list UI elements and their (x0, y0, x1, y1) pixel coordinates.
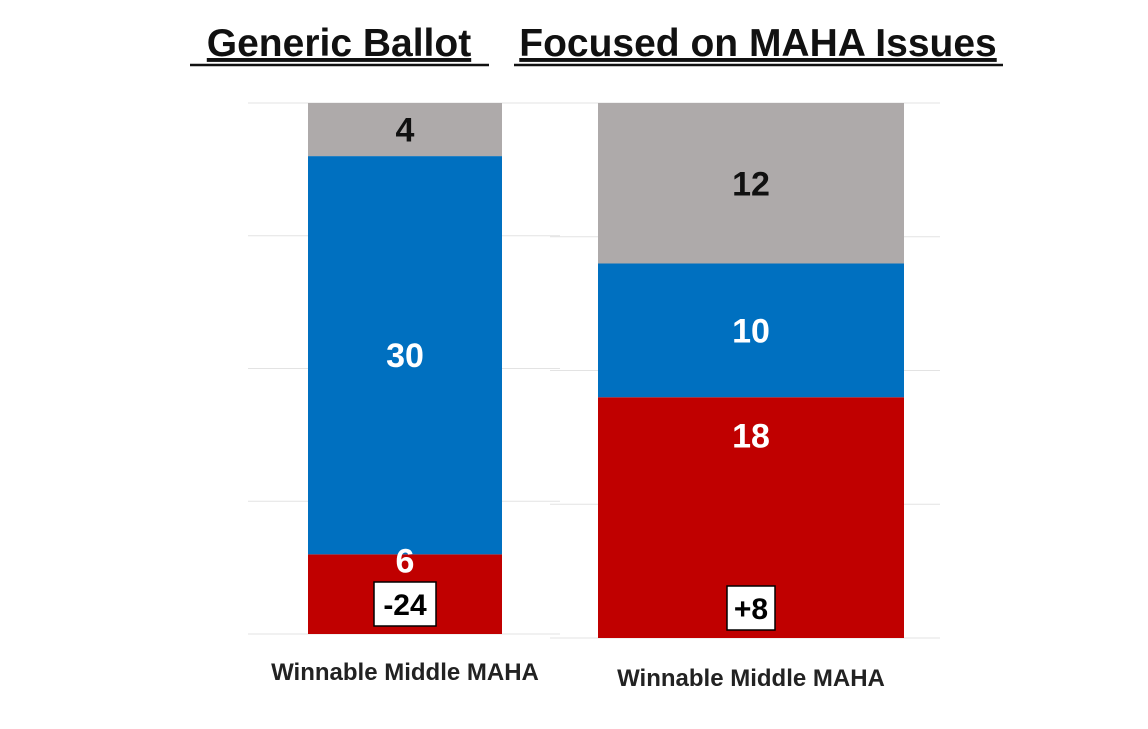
value-label-undecided-generic-ballot: 4 (396, 112, 415, 150)
data-labels: 6 30 4 -24 18 10 12 +8 (373, 112, 776, 631)
value-label-democrat-focused-maha: 10 (732, 312, 770, 350)
value-label-undecided-focused-maha: 12 (732, 165, 770, 203)
bar-segment-undecided-generic-ballot (308, 103, 502, 157)
panel-title-generic-ballot: Generic Ballot (207, 22, 471, 65)
bars (308, 103, 904, 638)
bar-segment-democrat-focused-maha (598, 263, 904, 398)
net-margin-label-generic-ballot: -24 (383, 589, 427, 622)
net-margin-box-generic-ballot (373, 581, 437, 627)
panel-title-focused-maha: Focused on MAHA Issues (519, 22, 996, 65)
value-label-republican-generic-ballot: 6 (396, 542, 415, 580)
value-label-republican-focused-maha: 18 (732, 417, 770, 455)
net-margin-box-focused-maha (726, 585, 776, 631)
value-label-democrat-generic-ballot: 30 (386, 337, 424, 375)
category-label-generic-ballot: Winnable Middle MAHA (271, 659, 539, 686)
bar-segment-democrat-generic-ballot (308, 156, 502, 555)
bar-segment-undecided-focused-maha (598, 103, 904, 264)
category-label-focused-maha: Winnable Middle MAHA (617, 665, 885, 692)
net-margin-label-focused-maha: +8 (734, 593, 768, 626)
